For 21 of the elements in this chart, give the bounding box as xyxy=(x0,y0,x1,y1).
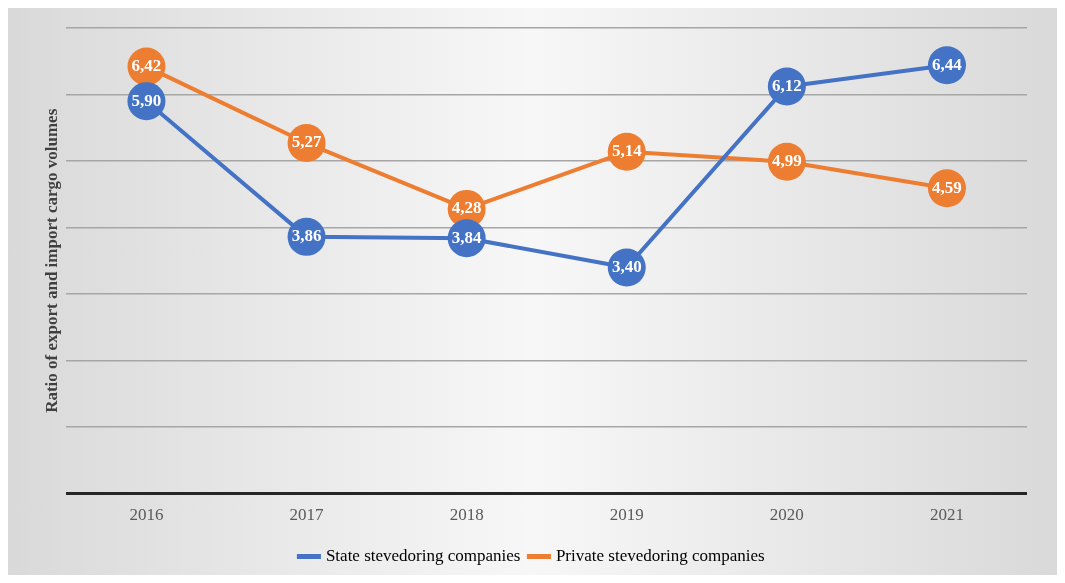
data-label: 5,27 xyxy=(291,132,322,152)
data-label: 4,59 xyxy=(932,177,962,197)
data-label: 3,84 xyxy=(451,227,483,247)
data-label: 5,90 xyxy=(131,90,162,110)
x-tick-label: 2018 xyxy=(449,505,484,525)
data-label: 5,14 xyxy=(611,141,643,161)
data-label: 6,42 xyxy=(131,55,162,75)
data-label: 3,40 xyxy=(611,256,642,276)
data-label: 6,12 xyxy=(771,75,802,95)
x-tick-label: 2016 xyxy=(129,505,164,525)
data-label: 6,44 xyxy=(932,54,963,74)
x-tick-label: 2017 xyxy=(289,505,325,525)
x-tick-label: 2021 xyxy=(929,505,964,525)
y-axis-title: Ratio of export and import cargo volumes xyxy=(41,108,61,413)
data-label: 4,28 xyxy=(451,198,482,218)
x-tick-label: 2020 xyxy=(769,505,804,525)
data-label: 4,99 xyxy=(771,151,802,171)
x-tick-label: 2019 xyxy=(609,505,644,525)
data-label: 3,86 xyxy=(291,226,322,246)
legend-label: Private stevedoring companies xyxy=(555,545,765,565)
legend-label: State stevedoring companies xyxy=(325,545,521,565)
